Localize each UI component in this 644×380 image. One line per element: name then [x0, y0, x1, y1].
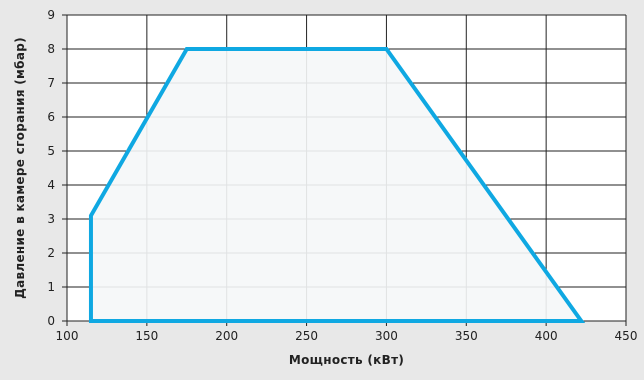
- y-tick-label: 2: [47, 246, 55, 260]
- y-tick-label: 9: [47, 8, 55, 22]
- tick-labels: 100 150 200 250 300 350 400 450 0 1 2 3 4 5 6 7 8 9: [47, 8, 637, 343]
- y-tick-label: 8: [47, 42, 55, 56]
- x-tick-label: 400: [535, 329, 558, 343]
- x-tick-label: 300: [375, 329, 398, 343]
- y-tick-label: 5: [47, 144, 55, 158]
- x-axis-title: Мощность (кВт): [289, 353, 404, 367]
- series-layer: [88, 47, 586, 323]
- y-tick-label: 6: [47, 110, 55, 124]
- x-tick-label: 250: [295, 329, 318, 343]
- x-tick-label: 350: [455, 329, 478, 343]
- x-tick-label: 150: [135, 329, 158, 343]
- series-area-0: [88, 47, 586, 323]
- x-tick-label: 100: [56, 329, 79, 343]
- y-tick-label: 4: [47, 178, 55, 192]
- x-tick-label: 200: [215, 329, 238, 343]
- y-axis-title: Давление в камере сгорания (мбар): [13, 37, 27, 299]
- y-tick-label: 0: [47, 314, 55, 328]
- y-tick-label: 1: [47, 280, 55, 294]
- y-tick-label: 3: [47, 212, 55, 226]
- x-tick-label: 450: [615, 329, 638, 343]
- y-tick-label: 7: [47, 76, 55, 90]
